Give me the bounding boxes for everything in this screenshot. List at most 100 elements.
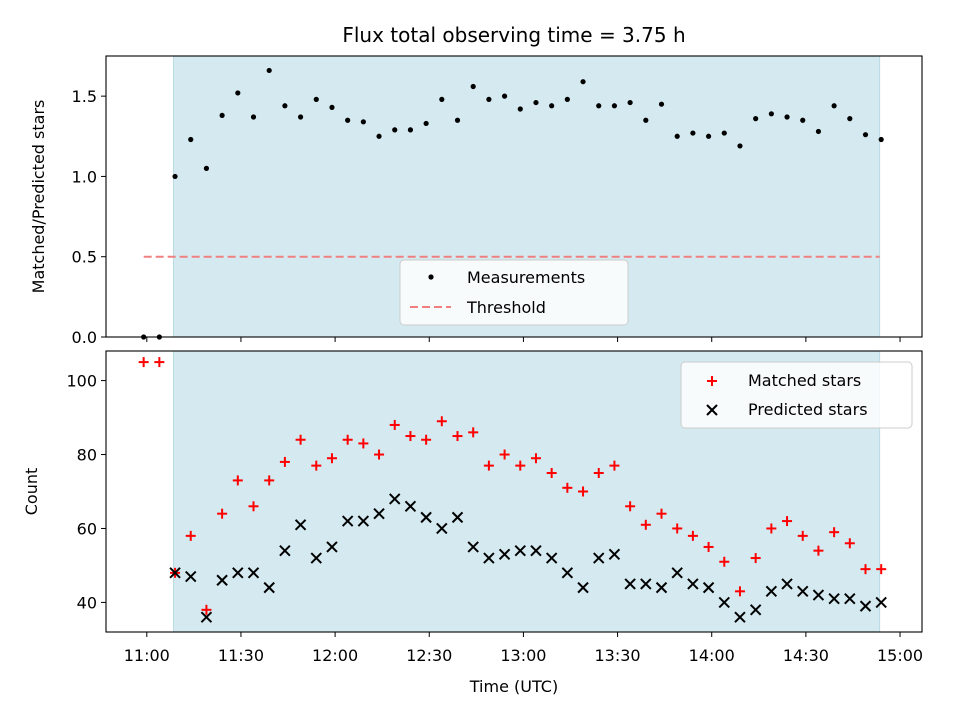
measurement-point — [329, 104, 335, 110]
measurement-point — [219, 112, 225, 119]
cross-stroke-b — [232, 567, 244, 579]
cross-stroke-b — [483, 552, 495, 564]
matched-star-marker — [719, 556, 730, 567]
x-tick-label: 12:30 — [406, 646, 452, 665]
top-y-ticks: 0.0 0.5 1.0 1.5 — [72, 87, 106, 347]
measurement-point — [517, 106, 523, 112]
predicted-star-marker — [765, 585, 778, 598]
matched-star-marker — [389, 419, 400, 430]
cross-stroke-b — [357, 515, 370, 527]
measurement-point — [831, 103, 837, 109]
legend-measurements-label: Measurements — [467, 268, 585, 287]
matched-star-marker — [829, 527, 840, 538]
predicted-star-marker — [420, 511, 432, 524]
cross-stroke-b — [216, 574, 228, 586]
matched-star-marker — [734, 586, 745, 597]
predicted-star-marker — [875, 596, 887, 609]
matched-star-marker — [813, 545, 824, 556]
predicted-star-marker — [608, 548, 621, 561]
predicted-star-marker — [389, 493, 401, 505]
measurement-point — [203, 165, 210, 171]
cross-stroke-b — [451, 511, 464, 524]
cross-stroke-b — [498, 548, 511, 561]
cross-stroke-b — [389, 493, 401, 505]
matched-star-marker — [750, 553, 761, 564]
bottom-legend: Matched stars Predicted stars — [680, 361, 913, 429]
predicted-star-marker — [781, 578, 793, 590]
predicted-star-marker — [200, 611, 213, 623]
matched-star-marker — [860, 564, 871, 575]
predicted-star-marker — [655, 581, 668, 594]
matched-star-markers — [138, 357, 887, 615]
measurement-point — [501, 93, 508, 99]
cross-stroke-b — [875, 596, 887, 609]
matched-star-marker — [782, 516, 793, 527]
cross-stroke-b — [530, 544, 542, 557]
bottom-axes-frame — [105, 350, 923, 633]
cross-stroke-b — [702, 581, 715, 594]
measurement-point — [235, 90, 241, 96]
top-y-axis-label: Matched/Predicted stars — [29, 100, 48, 294]
predicted-star-marker — [373, 507, 385, 520]
matched-star-marker — [546, 468, 557, 479]
matched-star-marker — [483, 460, 494, 471]
x-tick-label: 11:00 — [124, 646, 170, 665]
matched-star-marker — [436, 416, 447, 427]
predicted-star-markers — [169, 493, 887, 623]
cross-stroke-b — [624, 578, 636, 590]
measurement-point — [345, 117, 351, 123]
matched-star-marker — [703, 541, 714, 552]
predicted-star-marker — [593, 552, 605, 564]
cross-stroke-b — [844, 593, 856, 605]
x-tick-label: 13:00 — [500, 646, 546, 665]
cross-stroke-b — [420, 511, 432, 524]
y-tick-label: 100 — [66, 372, 97, 391]
measurement-point — [376, 133, 382, 139]
predicted-star-marker — [859, 600, 872, 612]
measurement-point — [549, 103, 555, 109]
matched-star-marker — [876, 564, 887, 575]
matched-star-marker — [264, 475, 275, 486]
x-tick-label: 13:30 — [595, 646, 641, 665]
predicted-star-marker — [561, 567, 574, 579]
predicted-star-marker — [514, 544, 526, 557]
predicted-star-marker — [844, 593, 856, 605]
legend-matched-marker — [707, 376, 717, 386]
matched-star-marker — [562, 482, 573, 493]
y-tick-label: 40 — [77, 593, 97, 612]
matched-star-marker — [279, 456, 290, 467]
predicted-star-marker — [624, 578, 636, 590]
measurement-point — [470, 83, 476, 90]
bottom-x-ticks: 11:00 11:30 12:00 12:30 13:00 13:30 14:00 14:30… — [124, 632, 923, 665]
matched-star-marker — [452, 431, 463, 442]
legend-matched-label: Matched stars — [748, 371, 861, 390]
predicted-star-marker — [326, 541, 338, 553]
matched-star-marker — [766, 523, 777, 534]
predicted-star-marker — [687, 578, 699, 590]
matched-star-marker — [421, 434, 432, 445]
top-axes-frame — [105, 55, 923, 338]
cross-stroke-b — [561, 567, 574, 579]
measurement-point — [313, 96, 319, 102]
predicted-star-marker — [545, 552, 558, 564]
matched-star-marker — [609, 460, 620, 471]
y-tick-label: 0.5 — [72, 248, 97, 267]
matched-star-marker — [374, 449, 385, 460]
top-x-ticks — [146, 337, 901, 342]
measurement-point — [392, 127, 398, 133]
predicted-star-marker — [357, 515, 370, 527]
measurement-points — [141, 67, 884, 340]
cross-stroke-b — [200, 611, 213, 623]
cross-stroke-b — [185, 570, 197, 583]
top-legend: Measurements Threshold — [399, 259, 629, 326]
x-tick-label: 14:00 — [689, 646, 735, 665]
predicted-star-marker — [310, 552, 322, 564]
measurement-point — [266, 67, 272, 74]
predicted-star-marker — [702, 581, 715, 594]
measurement-point — [423, 120, 429, 127]
predicted-star-marker — [467, 541, 479, 553]
predicted-star-marker — [436, 522, 448, 535]
measurement-point — [737, 143, 743, 149]
y-tick-label: 0.0 — [72, 328, 97, 347]
matched-star-marker — [311, 460, 322, 471]
